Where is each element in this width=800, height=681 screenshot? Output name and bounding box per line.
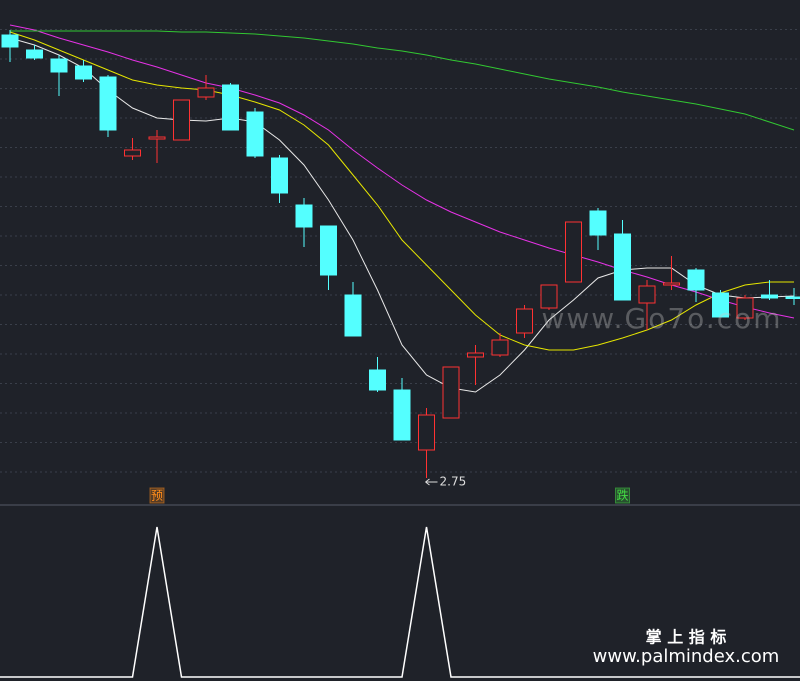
candle-body [148, 136, 166, 140]
plot-layer: 2.75 预 跌 [0, 24, 800, 678]
signal-box [615, 487, 630, 504]
candle-body [565, 221, 582, 283]
candle-body [222, 84, 239, 131]
candle-body [124, 149, 141, 157]
candle-body [638, 285, 656, 304]
candle-body [26, 49, 43, 59]
candle-body [491, 339, 509, 356]
watermark-url: www.palmindex.com [593, 646, 780, 667]
candle-body [369, 369, 386, 391]
candle-body [516, 308, 533, 334]
candle-body [173, 99, 190, 141]
low-label: 2.75 [440, 475, 467, 489]
candle-body [1, 34, 19, 48]
candle-body [736, 297, 754, 319]
candle-body [442, 366, 460, 419]
candle-body [663, 282, 680, 286]
moving-average-line [10, 30, 795, 131]
candle-body [50, 58, 68, 73]
candle-body [99, 76, 117, 131]
candle-body [344, 294, 362, 337]
candle-body [295, 204, 313, 228]
candle-body [589, 210, 607, 236]
low-arrow [425, 478, 438, 486]
candle-body [614, 233, 631, 301]
watermark-brand: 掌 上 指 标 [646, 628, 727, 647]
signal-label: 预 [151, 489, 163, 503]
candle-body [467, 352, 484, 358]
candle-body [540, 284, 558, 309]
signal-box [149, 487, 165, 504]
candle-body [246, 111, 264, 157]
candle-body [271, 157, 288, 194]
candle-body [687, 269, 705, 291]
watermark-site: www.Go7o.com [541, 302, 782, 335]
candle-body [75, 65, 92, 80]
candle-body [197, 87, 215, 98]
candle-body [712, 292, 729, 318]
candle-body [418, 414, 435, 451]
indicator-line [0, 526, 800, 678]
moving-average-line [9, 24, 795, 319]
signal-label: 跌 [616, 488, 628, 503]
candle-body [320, 225, 337, 276]
candle-body [761, 294, 778, 299]
moving-average-line [9, 37, 795, 393]
candle-body [393, 389, 411, 441]
candle-body [785, 296, 800, 299]
moving-average-line [9, 31, 794, 351]
